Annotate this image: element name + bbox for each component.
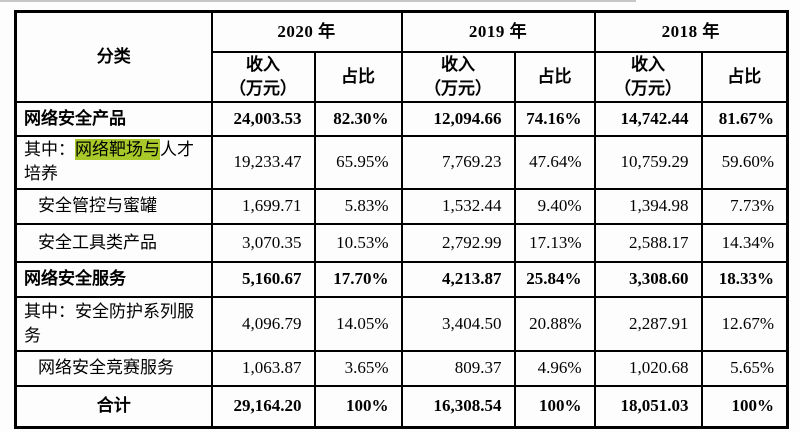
cell-share-2019: 17.13% — [513, 222, 596, 263]
cell-income-2019: 809.37 — [400, 349, 516, 387]
cell-share-2018: 59.60% — [700, 134, 789, 190]
cell-share-2019: 9.40% — [513, 187, 596, 225]
table-row-network-security-services: 网络安全服务 5,160.67 17.70% 4,213.87 25.84% 3… — [14, 260, 789, 298]
cell-share-2020: 17.70% — [313, 260, 403, 298]
header-year-row: 分类 2020 年 2019 年 2018 年 — [14, 10, 789, 103]
cell-income-2020: 4,096.79 — [210, 295, 316, 352]
row-category: 安全管控与蜜罐 — [14, 187, 213, 225]
row-category: 网络安全产品 — [14, 100, 213, 137]
cell-share-2019: 25.84% — [513, 260, 596, 298]
row-category: 网络安全竞赛服务 — [14, 349, 213, 387]
cell-share-2019: 4.96% — [513, 349, 596, 387]
cell-share-2018: 5.65% — [700, 349, 789, 387]
cell-income-2019: 4,213.87 — [400, 260, 516, 298]
cell-income-2020: 29,164.20 — [210, 384, 316, 429]
year-header-2019: 2019 年 — [400, 10, 596, 53]
cell-share-2018: 100% — [700, 384, 789, 429]
cell-income-2020: 19,233.47 — [210, 134, 316, 190]
cell-income-2020: 3,070.35 — [210, 222, 316, 263]
cell-income-2018: 14,742.44 — [593, 100, 703, 137]
cell-income-2019: 2,792.99 — [400, 222, 516, 263]
cell-income-2018: 1,020.68 — [593, 349, 703, 387]
cell-income-2018: 10,759.29 — [593, 134, 703, 190]
cell-share-2020: 65.95% — [313, 134, 403, 190]
cell-income-2020: 24,003.53 — [210, 100, 316, 137]
cell-share-2019: 74.16% — [513, 100, 596, 137]
cell-income-2020: 1,063.87 — [210, 349, 316, 387]
cell-income-2018: 18,051.03 — [593, 384, 703, 429]
cell-share-2020: 82.30% — [313, 100, 403, 137]
income-header-2020: 收入 （万元） — [210, 50, 316, 103]
table-row-total: 合计 29,164.20 100% 16,308.54 100% 18,051.… — [14, 384, 789, 429]
cell-income-2020: 5,160.67 — [210, 260, 316, 298]
category-prefix: 其中： — [24, 140, 75, 159]
cell-share-2020: 10.53% — [313, 222, 403, 263]
cell-share-2019: 20.88% — [513, 295, 596, 352]
table-row-network-security-products: 网络安全产品 24,003.53 82.30% 12,094.66 74.16%… — [14, 100, 789, 137]
table-row-security-competition-services: 网络安全竞赛服务 1,063.87 3.65% 809.37 4.96% 1,0… — [14, 349, 789, 387]
cell-income-2019: 12,094.66 — [400, 100, 516, 137]
cropped-text-artifact — [0, 0, 636, 2]
cell-share-2020: 100% — [313, 384, 403, 429]
row-category: 网络安全服务 — [14, 260, 213, 298]
cell-income-2018: 3,308.60 — [593, 260, 703, 298]
year-header-2020: 2020 年 — [210, 10, 403, 53]
row-category: 其中：网络靶场与人才培养 — [14, 134, 213, 190]
share-header-2020: 占比 — [313, 50, 403, 103]
cell-share-2019: 100% — [513, 384, 596, 429]
year-header-2018: 2018 年 — [593, 10, 789, 53]
table-row-security-control-honeypot: 安全管控与蜜罐 1,699.71 5.83% 1,532.44 9.40% 1,… — [14, 187, 789, 225]
table-row-cyber-range-talent: 其中：网络靶场与人才培养 19,233.47 65.95% 7,769.23 4… — [14, 134, 789, 190]
revenue-breakdown-table: 分类 2020 年 2019 年 2018 年 收入 （万元） 占比 收入 （万… — [14, 10, 789, 429]
cell-income-2018: 2,588.17 — [593, 222, 703, 263]
cell-share-2018: 81.67% — [700, 100, 789, 137]
row-category: 合计 — [14, 384, 213, 429]
share-header-2019: 占比 — [513, 50, 596, 103]
cell-share-2019: 47.64% — [513, 134, 596, 190]
row-category: 安全工具类产品 — [14, 222, 213, 263]
cell-share-2018: 18.33% — [700, 260, 789, 298]
cell-income-2019: 7,769.23 — [400, 134, 516, 190]
cell-income-2019: 1,532.44 — [400, 187, 516, 225]
income-header-2019: 收入 （万元） — [400, 50, 516, 103]
cell-share-2020: 3.65% — [313, 349, 403, 387]
cell-income-2020: 1,699.71 — [210, 187, 316, 225]
cell-share-2018: 7.73% — [700, 187, 789, 225]
cell-share-2020: 5.83% — [313, 187, 403, 225]
share-header-2018: 占比 — [700, 50, 789, 103]
cell-share-2018: 12.67% — [700, 295, 789, 352]
income-header-2018: 收入 （万元） — [593, 50, 703, 103]
table-row-security-tools: 安全工具类产品 3,070.35 10.53% 2,792.99 17.13% … — [14, 222, 789, 263]
cell-share-2020: 14.05% — [313, 295, 403, 352]
cell-share-2018: 14.34% — [700, 222, 789, 263]
category-header: 分类 — [14, 10, 213, 103]
cell-income-2019: 3,404.50 — [400, 295, 516, 352]
highlight-mark: 网络靶场与 — [75, 139, 160, 160]
table-row-security-protection-services: 其中：安全防护系列服务 4,096.79 14.05% 3,404.50 20.… — [14, 295, 789, 352]
row-category: 其中：安全防护系列服务 — [14, 295, 213, 352]
category-suffix: 人才培养 — [24, 140, 194, 183]
header-sub-row: 收入 （万元） 占比 收入 （万元） 占比 收入 （万元） 占比 — [16, 50, 789, 103]
cell-income-2018: 2,287.91 — [593, 295, 703, 352]
cell-income-2018: 1,394.98 — [593, 187, 703, 225]
cell-income-2019: 16,308.54 — [400, 384, 516, 429]
